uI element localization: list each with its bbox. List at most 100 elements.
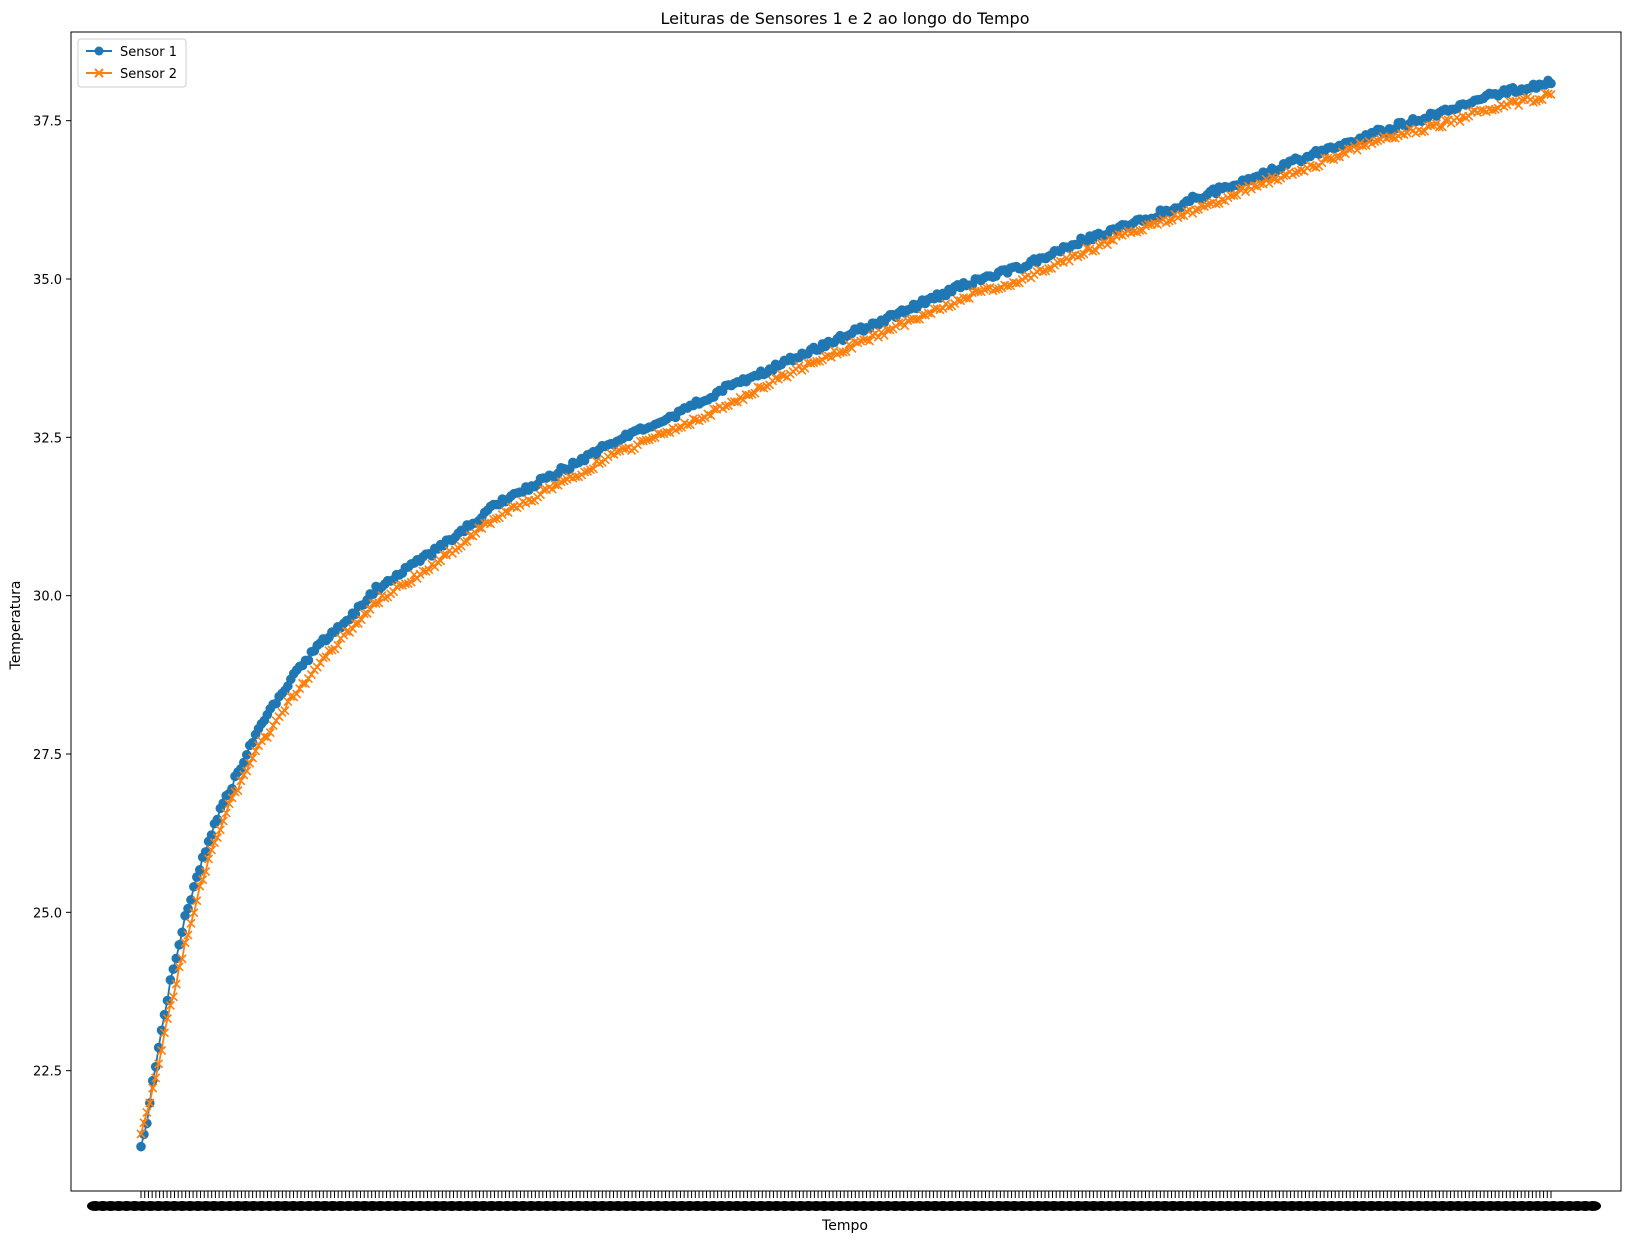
- series-2-point: [1343, 144, 1353, 154]
- series-2-point: [579, 467, 590, 477]
- series-1-point: [1546, 78, 1556, 89]
- series-2-point: [1331, 152, 1342, 162]
- series-2-point: [201, 867, 211, 877]
- series-2-point: [245, 758, 255, 768]
- series-2-point: [218, 816, 228, 826]
- series-2-point: [233, 786, 243, 796]
- series-2-point: [612, 447, 622, 457]
- series-2-point: [1002, 281, 1013, 291]
- series-2-point: [248, 753, 258, 763]
- series-2-point: [1149, 218, 1160, 228]
- series-2-point: [139, 1118, 149, 1128]
- series-2-point: [806, 358, 816, 368]
- series-2-point: [250, 746, 261, 756]
- series-2-point: [1296, 165, 1306, 175]
- series-2-point: [177, 954, 187, 964]
- series-2-point: [1508, 96, 1518, 106]
- series-2-point: [168, 992, 178, 1002]
- series-2-point: [324, 646, 334, 656]
- y-tick-label: 37.5: [33, 115, 62, 130]
- series-2-point: [465, 530, 475, 541]
- series-1-point: [165, 975, 176, 985]
- series-2-point: [1011, 278, 1021, 288]
- series-2-point: [159, 1028, 170, 1038]
- series-2-point: [647, 433, 657, 443]
- legend-marker-sensor-1: [94, 46, 104, 56]
- series-2-point: [838, 347, 848, 357]
- series-2-point: [212, 833, 222, 843]
- series-1-point: [136, 1141, 146, 1152]
- series-2-point: [538, 485, 549, 495]
- series-2-point: [406, 577, 416, 587]
- series-2-point: [864, 336, 875, 346]
- series-2-point: [885, 325, 895, 335]
- series-2-point: [242, 766, 252, 776]
- series-2-point: [1261, 174, 1271, 184]
- chart-title: Leituras de Sensores 1 e 2 ao longo do T…: [661, 9, 1030, 28]
- series-2-point: [148, 1083, 158, 1093]
- series-2-point: [650, 433, 660, 443]
- series-2-point: [732, 397, 742, 407]
- y-axis-ticks: 22.5 25.0 27.5 30.0 32.5 35.0 37.5: [33, 115, 71, 1080]
- series-2-point: [1044, 264, 1054, 274]
- series-2-point: [1517, 95, 1527, 105]
- series-2-point: [256, 736, 267, 746]
- series-2-point: [312, 662, 322, 672]
- series-2-point: [964, 293, 974, 303]
- series-2-point: [1334, 152, 1345, 162]
- series-2-point: [688, 414, 698, 424]
- series-2-point: [483, 518, 493, 528]
- series-2-point: [1076, 250, 1086, 260]
- series-2-point: [1361, 140, 1371, 151]
- series-2-point: [350, 618, 361, 629]
- series-2-point: [474, 523, 484, 533]
- series-2-point: [1249, 181, 1259, 191]
- series-2: [136, 88, 1556, 1139]
- series-2-point: [283, 697, 293, 707]
- y-tick-label: 22.5: [33, 1065, 62, 1080]
- series-2-point: [333, 640, 343, 650]
- series-2-point: [676, 422, 687, 432]
- series-2-point: [729, 397, 739, 407]
- series-2-point: [1217, 195, 1227, 205]
- series-2-point: [656, 429, 666, 439]
- series-2-point: [621, 444, 631, 454]
- series-2-point: [773, 374, 784, 384]
- series-2-point: [1038, 266, 1048, 277]
- series-2-point: [265, 728, 275, 738]
- series-2-point: [230, 787, 240, 797]
- legend-marker-sensor-2: [94, 68, 104, 78]
- plot-area: [136, 75, 1556, 1152]
- series-1-point: [192, 872, 202, 882]
- series-2-point: [547, 484, 557, 494]
- series-2-point: [221, 808, 231, 818]
- series-2-point: [268, 721, 278, 731]
- series-2-point: [1264, 178, 1274, 188]
- series-2-point: [198, 875, 208, 885]
- series-2-point: [236, 776, 246, 786]
- y-tick-label: 32.5: [33, 431, 62, 446]
- series-2-point: [259, 731, 269, 742]
- series-2-point: [154, 1059, 164, 1069]
- y-tick-label: 25.0: [33, 906, 62, 921]
- series-2-point: [1235, 184, 1245, 194]
- y-tick-label: 27.5: [33, 748, 62, 763]
- series-2-point: [697, 413, 707, 424]
- series-2-point: [380, 593, 390, 603]
- series-2-point: [911, 314, 922, 324]
- series-2-point: [1370, 136, 1380, 147]
- series-2-point: [982, 283, 992, 293]
- series-2-point: [1102, 240, 1113, 250]
- series-2-point: [1352, 145, 1362, 155]
- series-1-point: [241, 750, 252, 760]
- series-2-point: [342, 626, 352, 636]
- series-2-point: [1455, 116, 1465, 127]
- series-2-point: [1082, 243, 1092, 253]
- legend-label-sensor-1: Sensor 1: [120, 45, 177, 60]
- series-2-point: [145, 1098, 155, 1108]
- series-2-point: [744, 390, 754, 400]
- series-2-point: [571, 472, 581, 482]
- series-2-point: [253, 740, 264, 751]
